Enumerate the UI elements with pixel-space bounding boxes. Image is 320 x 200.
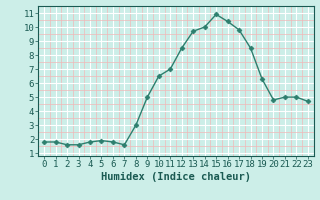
X-axis label: Humidex (Indice chaleur): Humidex (Indice chaleur)	[101, 172, 251, 182]
